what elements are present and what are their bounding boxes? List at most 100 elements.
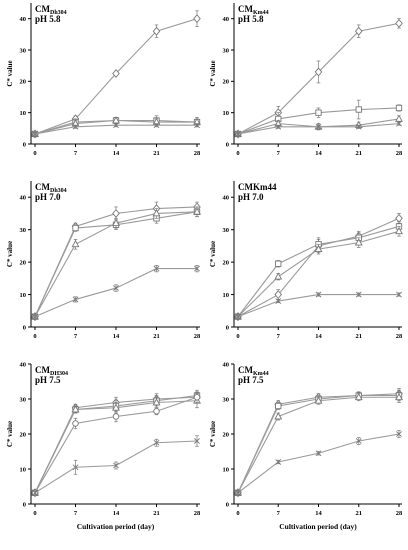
data-point-triangle	[112, 403, 120, 411]
panel-title: CMDh304	[35, 182, 67, 194]
x-tick-label: 14	[113, 510, 120, 517]
data-point-cross	[32, 313, 38, 320]
data-point-triangle	[314, 244, 323, 252]
series-circle	[31, 391, 201, 497]
x-tick-label: 28	[194, 150, 201, 157]
y-tick-label: 30	[20, 227, 27, 234]
data-point-triangle	[71, 239, 80, 248]
y-tick-label: 10	[223, 292, 230, 299]
y-tick-label: 0	[23, 501, 26, 508]
panel-title: CMKm44	[238, 365, 269, 377]
data-point-diamond	[395, 213, 403, 223]
y-tick-label: 40	[223, 361, 230, 368]
data-point-triangle	[395, 226, 403, 235]
data-point-cross	[235, 489, 241, 496]
panel-title-main: CM	[35, 4, 50, 14]
data-point-triangle	[274, 412, 283, 420]
y-tick-label: 30	[223, 227, 230, 234]
x-tick-label: 21	[356, 510, 363, 517]
x-tick-label: 7	[277, 150, 281, 157]
panel-title: CMKm44	[238, 4, 269, 16]
x-tick-label: 14	[113, 333, 120, 340]
x-tick-label: 7	[74, 510, 78, 517]
data-point-cross	[32, 131, 38, 137]
x-tick-label: 21	[153, 510, 160, 517]
data-point-circle	[193, 394, 201, 401]
y-tick-label: 40	[20, 16, 27, 23]
y-tick-label: 30	[223, 47, 230, 54]
data-point-cross	[396, 291, 402, 298]
panel-title-subscript: Dh304	[50, 10, 67, 16]
data-point-cross	[72, 464, 79, 471]
x-tick-label: 0	[33, 333, 36, 340]
series-diamond	[234, 388, 403, 498]
data-point-diamond	[193, 14, 201, 24]
x-tick-label: 21	[153, 150, 160, 157]
y-tick-label: 0	[226, 501, 229, 508]
y-tick-label: 0	[23, 141, 26, 148]
data-point-cross	[396, 431, 402, 437]
x-tick-label: 14	[113, 150, 120, 157]
data-point-diamond	[354, 26, 363, 36]
y-tick-label: 30	[223, 396, 230, 403]
data-point-cross	[32, 489, 38, 496]
y-axis-label: C* value	[6, 241, 14, 267]
panel-title-ph: pH 7.5	[35, 375, 61, 385]
y-tick-label: 20	[223, 79, 230, 86]
y-tick-label: 10	[223, 466, 230, 473]
panel-title-main: CM	[35, 182, 50, 192]
data-point-circle	[112, 413, 120, 420]
data-point-cross	[355, 438, 362, 444]
data-point-triangle	[314, 396, 323, 404]
data-point-cross	[113, 122, 119, 129]
x-tick-label: 28	[396, 333, 403, 340]
data-point-triangle	[395, 114, 403, 122]
x-axis-label: Cultivation period (day)	[279, 522, 357, 531]
data-point-cross	[113, 462, 119, 469]
data-point-cross	[194, 265, 200, 272]
data-point-triangle	[354, 392, 363, 401]
data-point-circle	[72, 420, 79, 427]
x-tick-label: 0	[236, 150, 239, 157]
data-point-cross	[235, 131, 241, 137]
x-tick-label: 28	[396, 510, 403, 517]
data-point-diamond	[274, 290, 283, 300]
data-point-cross	[315, 123, 322, 130]
x-tick-label: 28	[194, 510, 201, 517]
series-line-diamond	[237, 393, 400, 494]
x-tick-label: 21	[153, 333, 160, 340]
y-tick-label: 40	[20, 195, 27, 202]
panel-title-main: CMKm44	[238, 182, 277, 192]
panel-title-subscript: Km44	[253, 10, 269, 16]
y-axis-label: C* value	[209, 60, 217, 86]
data-point-triangle	[274, 272, 283, 280]
series-cross	[32, 435, 200, 496]
y-tick-label: 20	[223, 259, 230, 266]
data-point-square	[355, 106, 362, 113]
data-point-cross	[72, 296, 79, 303]
data-point-square	[315, 109, 322, 116]
data-point-square	[395, 104, 403, 112]
panel-title: CMDh304	[35, 4, 67, 16]
x-tick-label: 0	[236, 510, 239, 517]
data-point-cross	[72, 123, 79, 130]
panel-title-ph: pH 7.5	[238, 375, 264, 385]
series-cross	[32, 122, 200, 137]
chart-panel-6: 0 10 20 30 40 0 7 14 21 28 C* value Cultivation per…	[209, 361, 403, 531]
x-tick-label: 0	[236, 333, 239, 340]
data-point-cross	[235, 313, 241, 320]
data-point-diamond	[152, 26, 161, 36]
x-tick-label: 14	[315, 333, 322, 340]
series-diamond	[234, 18, 403, 139]
panel-title-main: CM	[35, 365, 50, 375]
series-line-cross	[237, 433, 400, 494]
x-tick-label: 7	[277, 510, 281, 517]
series-cross	[235, 120, 402, 137]
data-point-cross	[355, 291, 362, 298]
x-tick-label: 7	[74, 333, 78, 340]
x-tick-label: 14	[315, 510, 322, 517]
chart-panel-5: 0 10 20 30 40 0 7 14 21 28 C* value Cultivation per…	[6, 361, 201, 531]
data-point-cross	[153, 265, 160, 272]
series-square	[234, 99, 403, 138]
